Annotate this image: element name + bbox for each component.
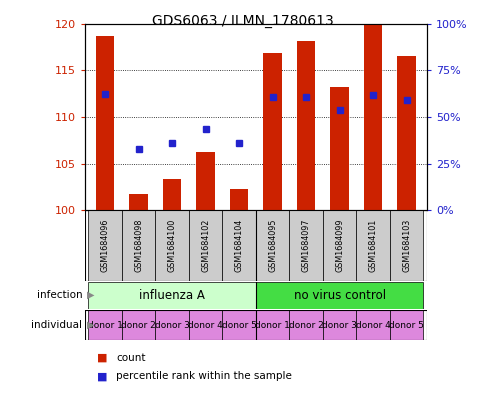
Text: GSM1684095: GSM1684095 xyxy=(268,219,276,272)
Text: ■: ■ xyxy=(97,353,107,363)
Bar xyxy=(155,310,188,340)
Bar xyxy=(95,36,114,210)
Bar xyxy=(322,210,356,281)
Text: GSM1684103: GSM1684103 xyxy=(401,219,410,272)
Text: donor 4: donor 4 xyxy=(188,321,223,330)
Text: ▶: ▶ xyxy=(87,320,94,330)
Text: GSM1684104: GSM1684104 xyxy=(234,219,243,272)
Text: no virus control: no virus control xyxy=(293,288,385,302)
Bar xyxy=(196,152,214,210)
Bar xyxy=(88,310,121,340)
Bar xyxy=(222,310,256,340)
Text: GSM1684100: GSM1684100 xyxy=(167,219,176,272)
Text: individual: individual xyxy=(31,320,82,330)
Bar xyxy=(88,282,256,309)
Text: infection: infection xyxy=(37,290,82,300)
Bar xyxy=(322,310,356,340)
Bar xyxy=(121,310,155,340)
Text: donor 1: donor 1 xyxy=(255,321,289,330)
Text: GDS6063 / ILMN_1780613: GDS6063 / ILMN_1780613 xyxy=(151,14,333,28)
Bar xyxy=(397,56,415,210)
Text: donor 1: donor 1 xyxy=(88,321,122,330)
Bar xyxy=(356,210,389,281)
Bar xyxy=(389,210,423,281)
Text: donor 5: donor 5 xyxy=(221,321,256,330)
Bar xyxy=(289,210,322,281)
Text: GSM1684101: GSM1684101 xyxy=(368,219,377,272)
Text: donor 2: donor 2 xyxy=(121,321,155,330)
Bar xyxy=(363,24,381,210)
Bar xyxy=(330,87,348,210)
Bar xyxy=(256,210,289,281)
Bar xyxy=(256,310,289,340)
Bar xyxy=(188,210,222,281)
Text: percentile rank within the sample: percentile rank within the sample xyxy=(116,371,292,382)
Bar xyxy=(263,53,281,210)
Text: GSM1684097: GSM1684097 xyxy=(301,219,310,272)
Bar xyxy=(129,195,148,210)
Text: count: count xyxy=(116,353,146,363)
Bar xyxy=(222,210,256,281)
Text: GSM1684102: GSM1684102 xyxy=(201,219,210,272)
Text: donor 3: donor 3 xyxy=(321,321,356,330)
Bar xyxy=(163,180,181,210)
Text: donor 3: donor 3 xyxy=(154,321,189,330)
Bar xyxy=(155,210,188,281)
Text: GSM1684096: GSM1684096 xyxy=(100,219,109,272)
Bar xyxy=(296,41,315,210)
Bar xyxy=(356,310,389,340)
Text: ■: ■ xyxy=(97,371,107,382)
Bar xyxy=(88,210,121,281)
Bar xyxy=(121,210,155,281)
Text: GSM1684099: GSM1684099 xyxy=(334,219,344,272)
Bar xyxy=(256,282,423,309)
Text: donor 4: donor 4 xyxy=(355,321,390,330)
Text: influenza A: influenza A xyxy=(139,288,205,302)
Bar xyxy=(389,310,423,340)
Text: donor 5: donor 5 xyxy=(389,321,423,330)
Bar xyxy=(229,189,248,210)
Text: ▶: ▶ xyxy=(87,290,94,300)
Text: donor 2: donor 2 xyxy=(288,321,323,330)
Text: GSM1684098: GSM1684098 xyxy=(134,219,143,272)
Bar xyxy=(289,310,322,340)
Bar xyxy=(188,310,222,340)
